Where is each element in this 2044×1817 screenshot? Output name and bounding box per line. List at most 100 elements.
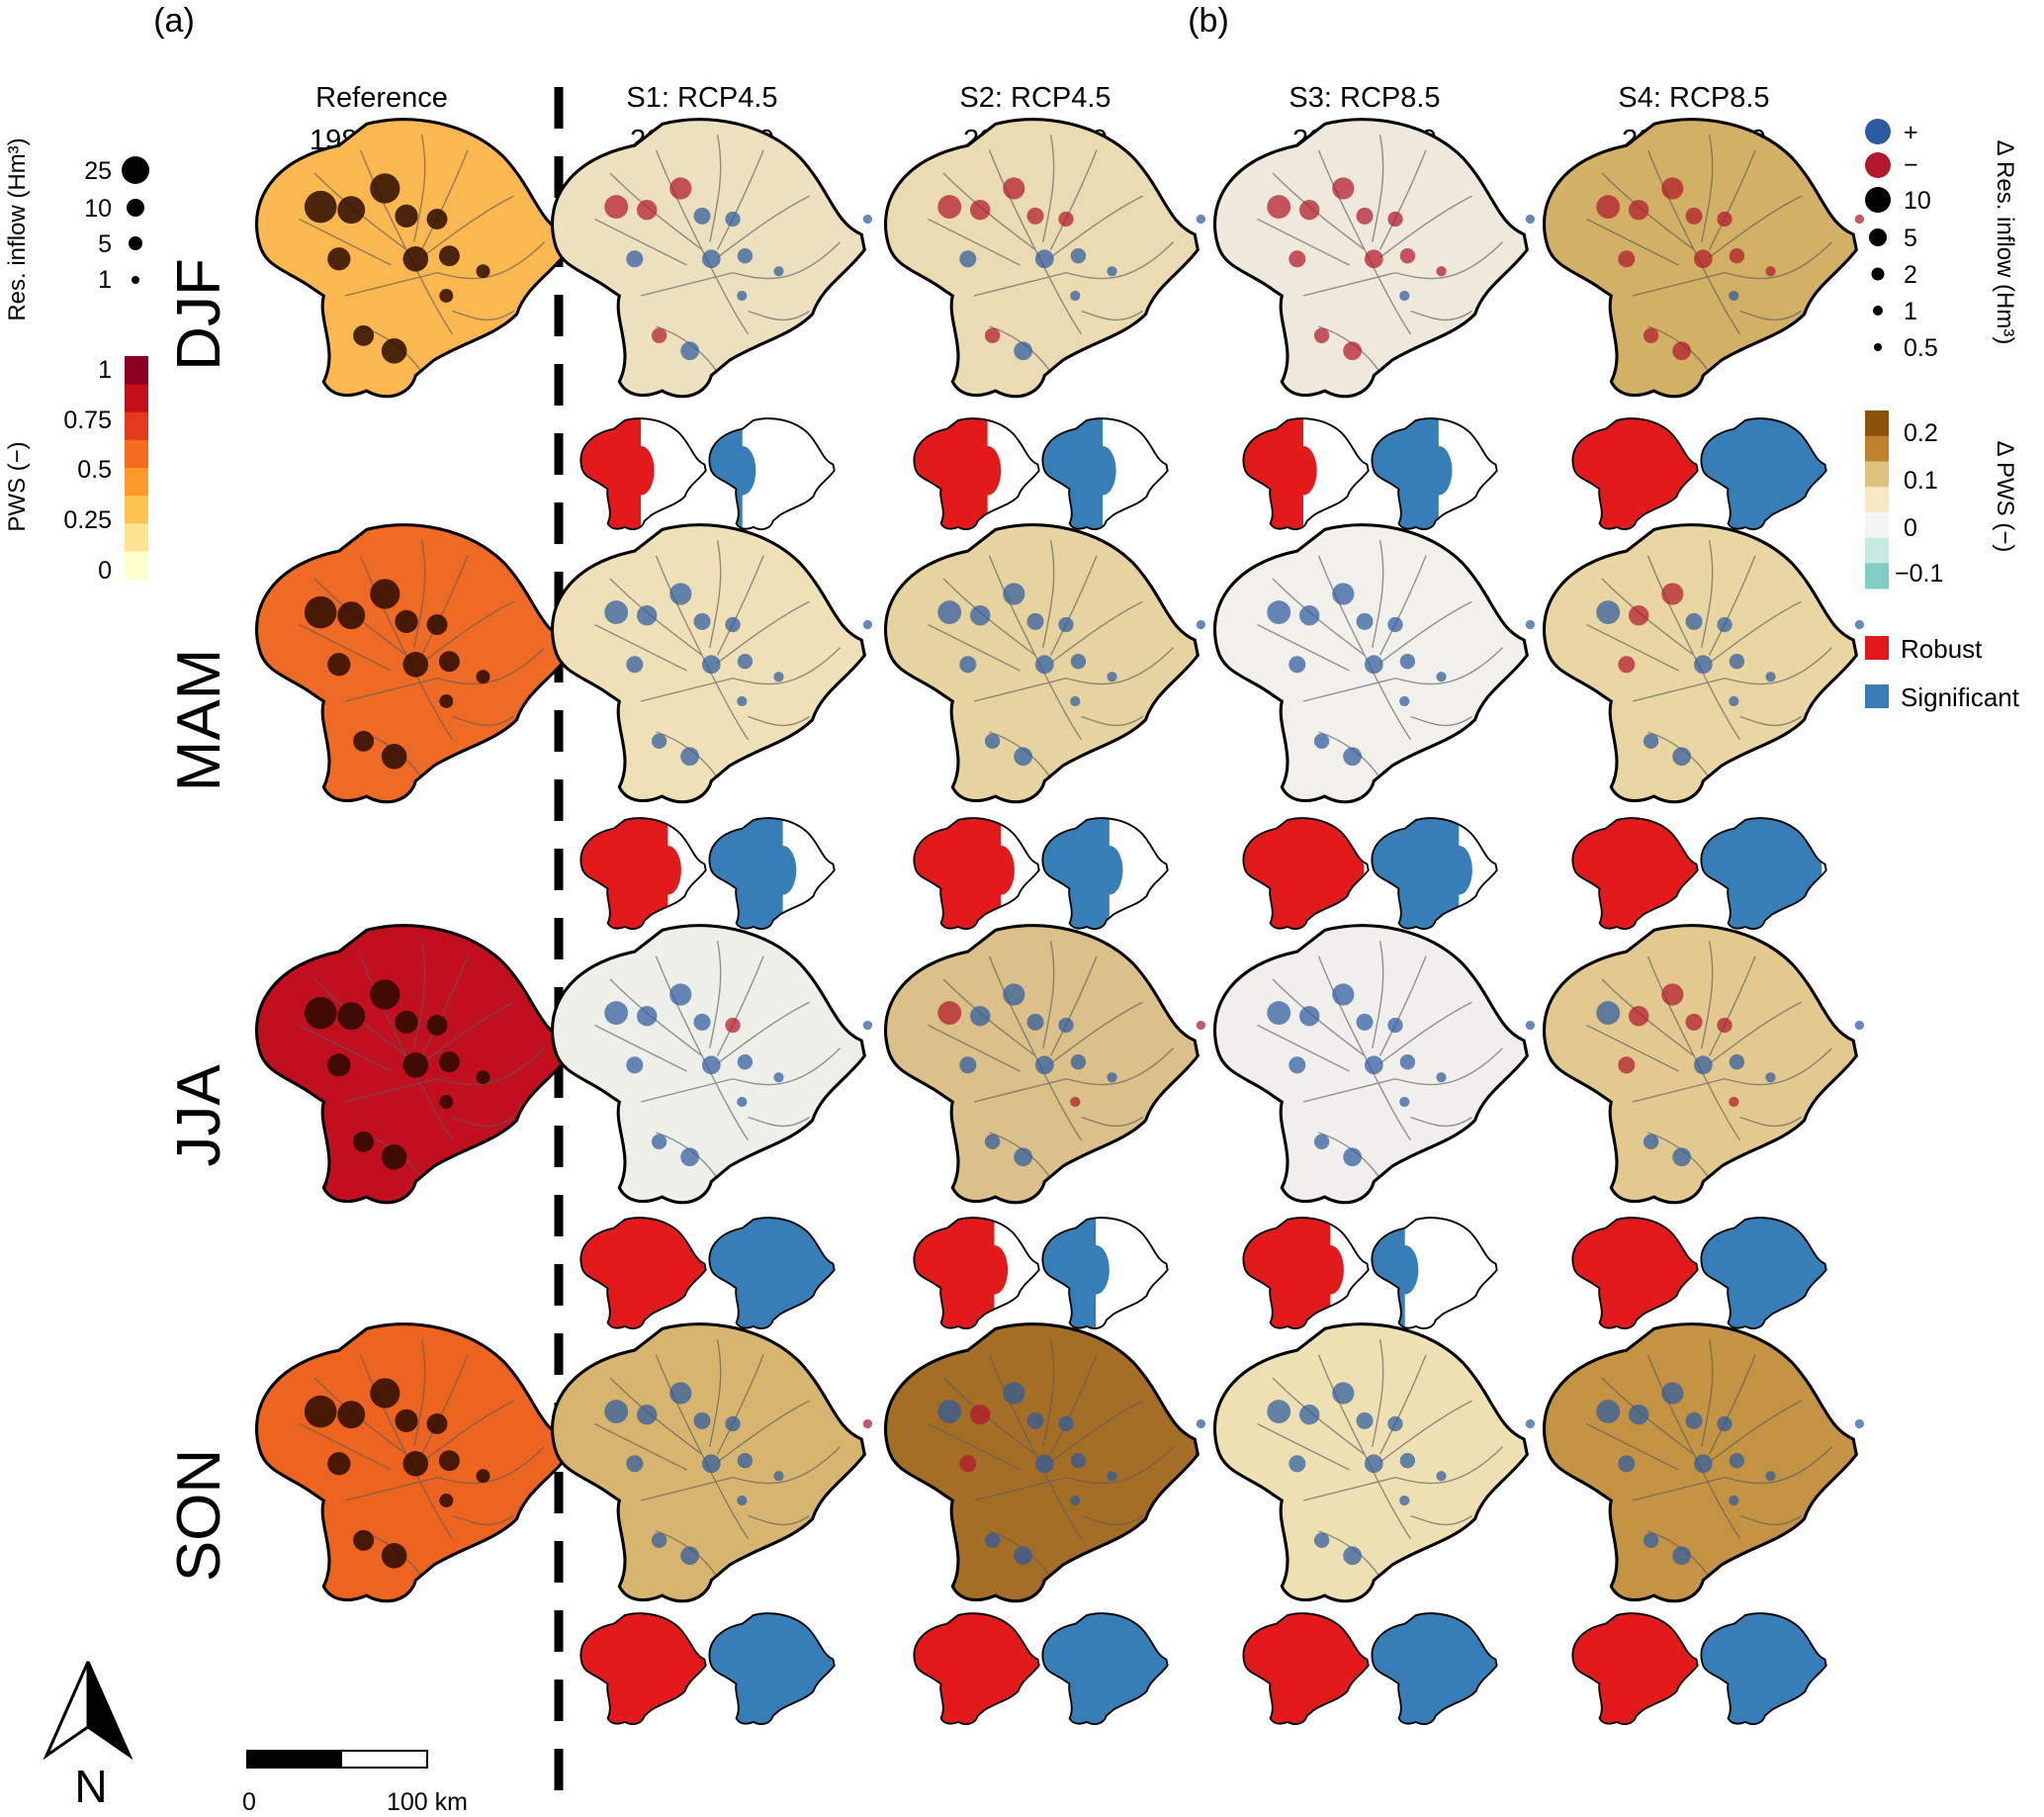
reservoir-increase-marker — [1332, 1382, 1355, 1405]
left-pws-swatch — [125, 522, 148, 552]
reservoir-decrease-marker — [959, 1455, 977, 1473]
reservoir-increase-marker — [1313, 1532, 1330, 1548]
reservoir-decrease-marker — [1267, 195, 1291, 220]
s3-map-mam — [1212, 523, 1536, 804]
reservoir-increase-marker — [969, 604, 991, 626]
reservoir-increase-marker — [1014, 1546, 1032, 1566]
reference-map-djf — [254, 118, 578, 399]
left-size-label-25: 25 — [84, 157, 112, 185]
reservoir-increase-marker — [636, 1005, 658, 1027]
reservoir-marker — [426, 1015, 448, 1036]
right-size-label-10: 10 — [1904, 187, 1931, 215]
robust-mask-s3-son — [1242, 1612, 1370, 1726]
reservoir-marker — [395, 1010, 418, 1035]
significant-mask-s1-jja — [708, 1217, 836, 1330]
reservoir-decrease-marker — [1298, 199, 1320, 221]
reservoir-increase-marker — [737, 1453, 754, 1469]
right-pws-swatch — [1865, 511, 1889, 539]
robust-mask-s4-son-area — [1572, 1613, 1698, 1725]
reservoir-increase-marker — [1643, 1134, 1659, 1149]
significant-mask-s2-mam-patch — [1096, 846, 1123, 895]
left-size-dot-25 — [122, 156, 149, 184]
robust-mask-s1-son-area — [580, 1613, 706, 1725]
significant-mask-s3-jja-patch — [1391, 1245, 1419, 1295]
significant-mask-s1-mam — [708, 817, 836, 931]
reservoir-increase-marker — [1070, 290, 1081, 302]
reservoir-increase-marker — [1058, 1017, 1074, 1034]
reservoir-decrease-marker — [1618, 250, 1636, 268]
reservoir-increase-marker — [1685, 612, 1703, 630]
reservoir-decrease-marker — [1289, 250, 1306, 268]
reservoir-increase-marker — [862, 619, 873, 630]
reservoir-increase-marker — [1525, 1020, 1536, 1031]
reservoir-increase-marker — [737, 248, 754, 264]
reservoir-increase-marker — [1364, 1055, 1383, 1075]
reservoir-increase-marker — [1313, 1134, 1330, 1149]
reservoir-increase-marker — [737, 695, 748, 707]
left-size-legend-title: Res. inflow (Hm³) — [4, 137, 31, 320]
reservoir-marker — [327, 247, 351, 271]
column-header-s3-line1: S3: RCP8.5 — [1289, 82, 1440, 114]
right-size-dot-5 — [1869, 228, 1887, 246]
reservoir-increase-marker — [680, 1546, 699, 1566]
reservoir-marker — [476, 670, 490, 684]
reservoir-decrease-marker — [1343, 341, 1362, 361]
reservoir-decrease-marker — [1685, 1013, 1703, 1031]
significant-mask-s3-mam-patch — [1445, 846, 1472, 895]
reservoir-decrease-marker — [1685, 207, 1703, 225]
right-pws-swatch — [1865, 410, 1889, 437]
reservoir-increase-marker — [773, 1471, 784, 1482]
right-pws-title: Δ PWS (−) — [1992, 441, 2018, 553]
robust-mask-s1-mam-patch — [654, 846, 681, 895]
reservoir-decrease-marker — [1618, 656, 1636, 674]
reservoir-increase-marker — [1693, 1454, 1713, 1474]
left-pws-tick-0.25: 0.25 — [63, 506, 112, 534]
column-header-s4-line1: S4: RCP8.5 — [1618, 82, 1769, 114]
reservoir-increase-marker — [1525, 214, 1536, 225]
reservoir-increase-marker — [1436, 1471, 1447, 1482]
significant-mask-s4-mam-area — [1701, 818, 1809, 930]
reservoir-marker — [438, 651, 460, 673]
robust-swatch — [1865, 636, 1889, 660]
left-pws-colorbar: PWS (−) 1 0.75 0.5 0.25 0 — [4, 356, 148, 585]
significant-mask-s4-djf-area — [1701, 418, 1826, 530]
reservoir-increase-marker — [1289, 1455, 1306, 1473]
reservoir-marker — [426, 614, 448, 635]
robust-mask-s1-jja-area — [580, 1218, 702, 1329]
reservoir-marker — [353, 1529, 375, 1551]
reservoir-increase-marker — [693, 207, 711, 225]
reservoir-increase-marker — [701, 655, 721, 675]
reservoir-decrease-marker — [1003, 177, 1025, 200]
reservoir-increase-marker — [1765, 1471, 1776, 1482]
reservoir-increase-marker — [1729, 290, 1739, 302]
reservoir-increase-marker — [1596, 600, 1621, 625]
reservoir-increase-marker — [969, 1005, 991, 1027]
reservoir-increase-marker — [1387, 1017, 1403, 1034]
reservoir-increase-marker — [693, 1411, 711, 1429]
reservoir-increase-marker — [984, 733, 1001, 749]
reservoir-increase-marker — [1070, 654, 1087, 670]
left-pws-swatch — [125, 356, 148, 385]
reservoir-marker — [327, 1452, 351, 1476]
reservoir-increase-marker — [1356, 1411, 1374, 1429]
reservoir-increase-marker — [1364, 655, 1383, 675]
significant-mask-s2-djf — [1041, 417, 1169, 531]
reservoir-increase-marker — [651, 1134, 667, 1149]
reservoir-marker — [438, 1051, 460, 1073]
robust-mask-s2-mam-patch — [987, 846, 1015, 895]
reservoir-increase-marker — [1672, 747, 1691, 767]
reservoir-marker — [438, 245, 460, 267]
reservoir-increase-marker — [1034, 1454, 1054, 1474]
map-grid — [254, 118, 1865, 1726]
reservoir-marker — [327, 653, 351, 677]
right-pws-swatch — [1865, 487, 1889, 513]
reservoir-increase-marker — [984, 1532, 1001, 1548]
reservoir-increase-marker — [1014, 747, 1032, 767]
reservoir-decrease-marker — [969, 1404, 991, 1425]
significant-mask-s4-son-coverage — [1701, 1613, 1826, 1725]
right-size-dot-10 — [1865, 187, 1891, 213]
reservoir-increase-marker — [1854, 1418, 1865, 1429]
robust-mask-s2-son-area — [914, 1613, 1039, 1725]
reservoir-marker — [402, 1451, 429, 1477]
reservoir-increase-marker — [959, 1056, 977, 1074]
